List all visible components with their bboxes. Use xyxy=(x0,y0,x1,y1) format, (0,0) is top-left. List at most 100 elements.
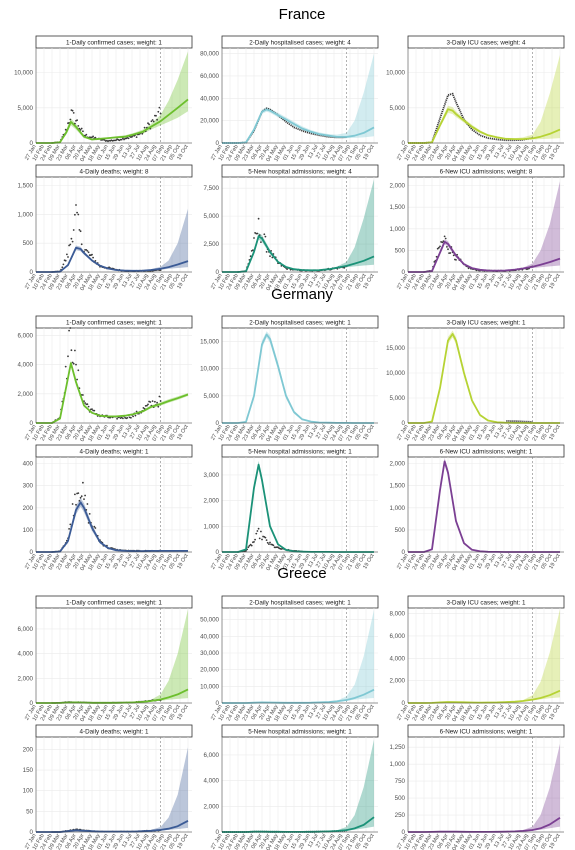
observed-point xyxy=(93,525,96,528)
y-tick-label: 40,000 xyxy=(200,633,219,640)
uncertainty-band xyxy=(408,55,560,143)
panel-title: 3-Daily ICU cases; weight: 1 xyxy=(446,600,526,607)
observed-point xyxy=(74,493,76,496)
y-tick-label: 4,000 xyxy=(390,655,406,662)
observed-point xyxy=(265,251,268,253)
y-tick-label: 10,000 xyxy=(386,70,405,77)
observed-point xyxy=(66,253,68,256)
model-series xyxy=(36,501,188,553)
observed-point xyxy=(151,400,154,402)
panel-strip xyxy=(221,35,379,49)
observed-point xyxy=(84,402,86,404)
panel-title: 2-Daily hospitalised cases; weight: 1 xyxy=(249,320,351,327)
observed-series xyxy=(506,420,533,423)
model-series xyxy=(222,333,374,424)
observed-point xyxy=(69,523,72,526)
observed-point xyxy=(152,120,155,123)
y-tick-label: 1,000 xyxy=(18,211,34,218)
observed-point xyxy=(85,133,88,136)
observed-point xyxy=(116,417,118,420)
y-tick-label: 0 xyxy=(216,269,220,276)
model-series xyxy=(36,362,189,424)
y-tick-label: 1,000 xyxy=(204,523,220,530)
observed-point xyxy=(74,349,76,352)
observed-point xyxy=(269,255,271,257)
y-tick-label: 2,000 xyxy=(18,675,34,682)
panel-14: 2-Daily hospitalised cases; weight: 1 0 10… xyxy=(200,595,379,723)
observed-point xyxy=(439,245,441,248)
observed-point xyxy=(455,259,457,261)
panel-title: 1-Daily confirmed cases; weight: 1 xyxy=(66,320,162,327)
model-series xyxy=(222,235,375,273)
y-tick-label: 4,000 xyxy=(18,651,34,658)
panel-strip xyxy=(407,35,565,49)
y-tick-label: 50,000 xyxy=(200,617,219,624)
panel-15: 3-Daily ICU cases; weight: 1 0 2,000 4,000 6… xyxy=(390,595,565,723)
uncertainty-band xyxy=(36,360,188,423)
panel-strip xyxy=(407,595,565,609)
y-tick-label: 0 xyxy=(216,549,220,556)
y-tick-label: 0 xyxy=(402,420,406,427)
observed-point xyxy=(74,122,76,125)
observed-point xyxy=(91,408,93,410)
observed-point xyxy=(252,249,254,252)
panel-9: 3-Daily ICU cases; weight: 1 0 5,000 10,000… xyxy=(386,315,565,443)
observed-point xyxy=(87,405,90,408)
observed-point xyxy=(248,544,251,547)
observed-point xyxy=(71,503,74,505)
observed-point xyxy=(94,527,97,529)
y-tick-label: 5,000 xyxy=(204,213,220,220)
observed-point xyxy=(82,481,84,484)
observed-point xyxy=(88,513,91,515)
observed-point xyxy=(92,256,94,259)
y-tick-label: 750 xyxy=(395,778,406,785)
observed-point xyxy=(120,138,123,141)
observed-point xyxy=(87,251,90,254)
panel-strip xyxy=(35,724,193,738)
panel-title: 1-Daily confirmed cases; weight: 1 xyxy=(66,40,162,47)
panel-strip xyxy=(221,724,379,738)
uncertainty-band xyxy=(408,743,560,832)
model-series xyxy=(36,246,189,273)
y-tick-label: 0 xyxy=(402,700,406,707)
observed-point xyxy=(257,217,260,220)
uncertainty-band xyxy=(408,457,560,552)
observed-point xyxy=(72,229,75,231)
observed-point xyxy=(82,130,84,133)
y-tick-label: 6,000 xyxy=(18,332,34,339)
y-tick-label: 40,000 xyxy=(200,95,219,102)
observed-point xyxy=(64,259,67,262)
panel-strip xyxy=(407,724,565,738)
y-tick-label: 0 xyxy=(402,140,406,147)
model-series xyxy=(408,460,560,553)
y-tick-label: 0 xyxy=(402,549,406,556)
observed-point xyxy=(249,255,252,258)
country-title-france: France xyxy=(279,6,326,23)
y-tick-label: 0 xyxy=(402,829,406,836)
y-tick-label: 7,500 xyxy=(204,185,220,192)
uncertainty-band xyxy=(408,181,560,272)
observed-point xyxy=(444,237,447,240)
uncertainty-band xyxy=(222,739,374,832)
y-tick-label: 1,000 xyxy=(390,226,406,233)
observed-point xyxy=(135,410,138,413)
panel-4: 4-Daily deaths; weight: 805001,0001,5002… xyxy=(18,164,193,292)
country-title-greece: Greece xyxy=(277,565,326,582)
observed-point xyxy=(92,135,94,138)
observed-point xyxy=(443,235,446,238)
observed-point xyxy=(68,244,70,247)
observed-point xyxy=(78,499,81,502)
observed-point xyxy=(148,123,151,126)
panel-11: 5-New hospital admissions; weight: 1 0 1,0… xyxy=(204,444,379,572)
y-tick-label: 2,000 xyxy=(204,803,220,810)
y-tick-label: 0 xyxy=(30,700,34,707)
y-tick-label: 4,000 xyxy=(204,778,220,785)
panel-strip xyxy=(407,444,565,458)
panel-title: 1-Daily confirmed cases; weight: 1 xyxy=(66,600,162,607)
observed-point xyxy=(438,246,440,249)
y-tick-label: 400 xyxy=(23,461,34,468)
y-tick-label: 500 xyxy=(23,240,34,247)
observed-point xyxy=(72,112,75,114)
y-tick-label: 1,500 xyxy=(18,183,34,190)
